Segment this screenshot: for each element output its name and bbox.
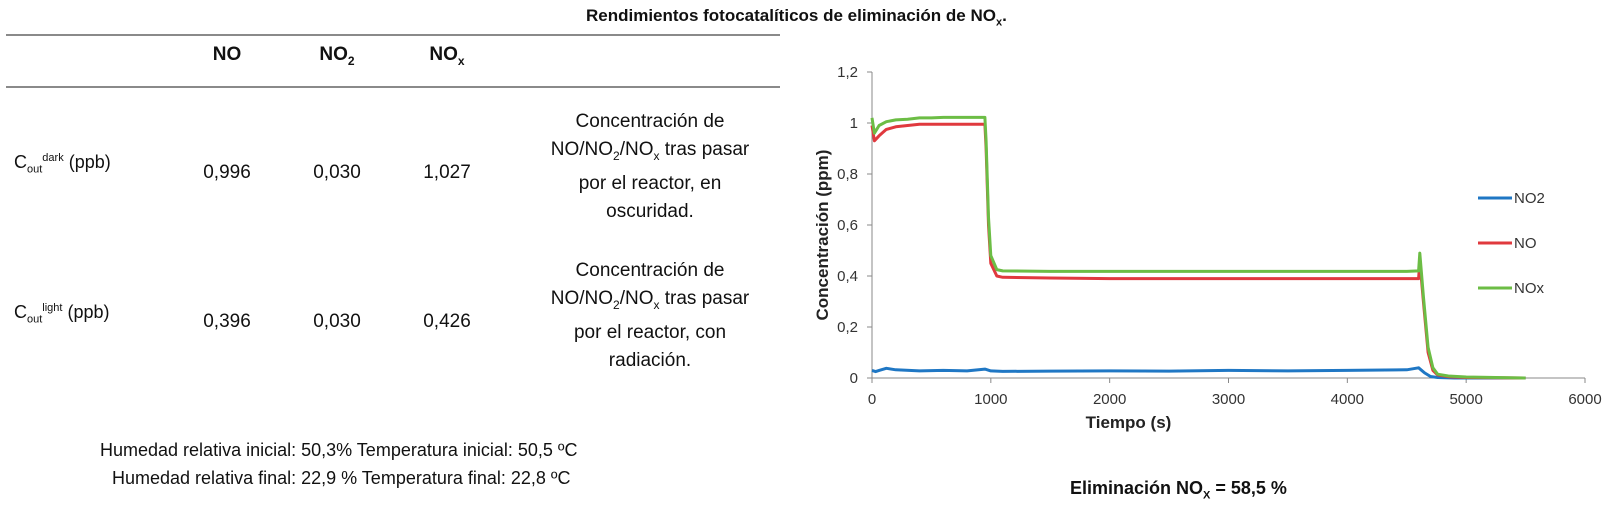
x-tick-label: 4000 xyxy=(1331,391,1364,408)
y-tick-label: 1 xyxy=(850,115,858,132)
row-description-light: Concentración de NO/NO2/NOx tras pasar p… xyxy=(550,260,750,371)
table-cell: 0,426 xyxy=(423,311,471,332)
y-tick-label: 0 xyxy=(850,370,858,387)
x-tick-label: 5000 xyxy=(1449,391,1482,408)
x-tick-label: 3000 xyxy=(1212,391,1245,408)
legend-label-no2: NO2 xyxy=(1514,190,1545,207)
table-cell: 0,030 xyxy=(313,162,361,183)
conditions-initial: Humedad relativa inicial: 50,3% Temperat… xyxy=(100,440,578,460)
table-top-rule xyxy=(6,34,780,36)
row-label-cout-dark: Coutdark (ppb) xyxy=(14,152,111,176)
series-line-nox xyxy=(870,115,1526,380)
page-title: Rendimientos fotocatalíticos de eliminac… xyxy=(586,6,1007,29)
legend-label-nox: NOx xyxy=(1514,280,1545,297)
column-header-nox: NOx xyxy=(429,44,465,68)
table-cell: 0,396 xyxy=(203,311,251,332)
row-label-cout-light: Coutlight (ppb) xyxy=(14,302,110,326)
y-tick-label: 0,2 xyxy=(837,319,858,336)
x-tick-label: 6000 xyxy=(1568,391,1601,408)
x-tick-label: 2000 xyxy=(1093,391,1126,408)
table-cell: 0,030 xyxy=(313,311,361,332)
column-header-no2: NO2 xyxy=(319,44,355,68)
x-tick-label: 0 xyxy=(868,391,876,408)
conditions-final: Humedad relativa final: 22,9 % Temperatu… xyxy=(112,468,571,488)
y-axis-label: Concentración (ppm) xyxy=(813,150,832,321)
column-header-no: NO xyxy=(212,44,242,65)
series-line-no2 xyxy=(871,366,1526,380)
table-cell: 1,027 xyxy=(423,162,471,183)
x-axis-label: Tiempo (s) xyxy=(1086,413,1172,432)
legend-label-no: NO xyxy=(1514,235,1537,252)
y-tick-label: 0,6 xyxy=(837,217,858,234)
y-tick-label: 1,2 xyxy=(837,64,858,81)
row-description-dark: Concentración de NO/NO2/NOx tras pasar p… xyxy=(550,111,750,222)
y-tick-label: 0,4 xyxy=(837,268,858,285)
table-cell: 0,996 xyxy=(203,162,251,183)
x-tick-label: 1000 xyxy=(974,391,1007,408)
y-tick-label: 0,8 xyxy=(837,166,858,183)
table-header-rule xyxy=(6,86,780,88)
elimination-result: Eliminación NOX = 58,5 % xyxy=(1070,478,1287,502)
